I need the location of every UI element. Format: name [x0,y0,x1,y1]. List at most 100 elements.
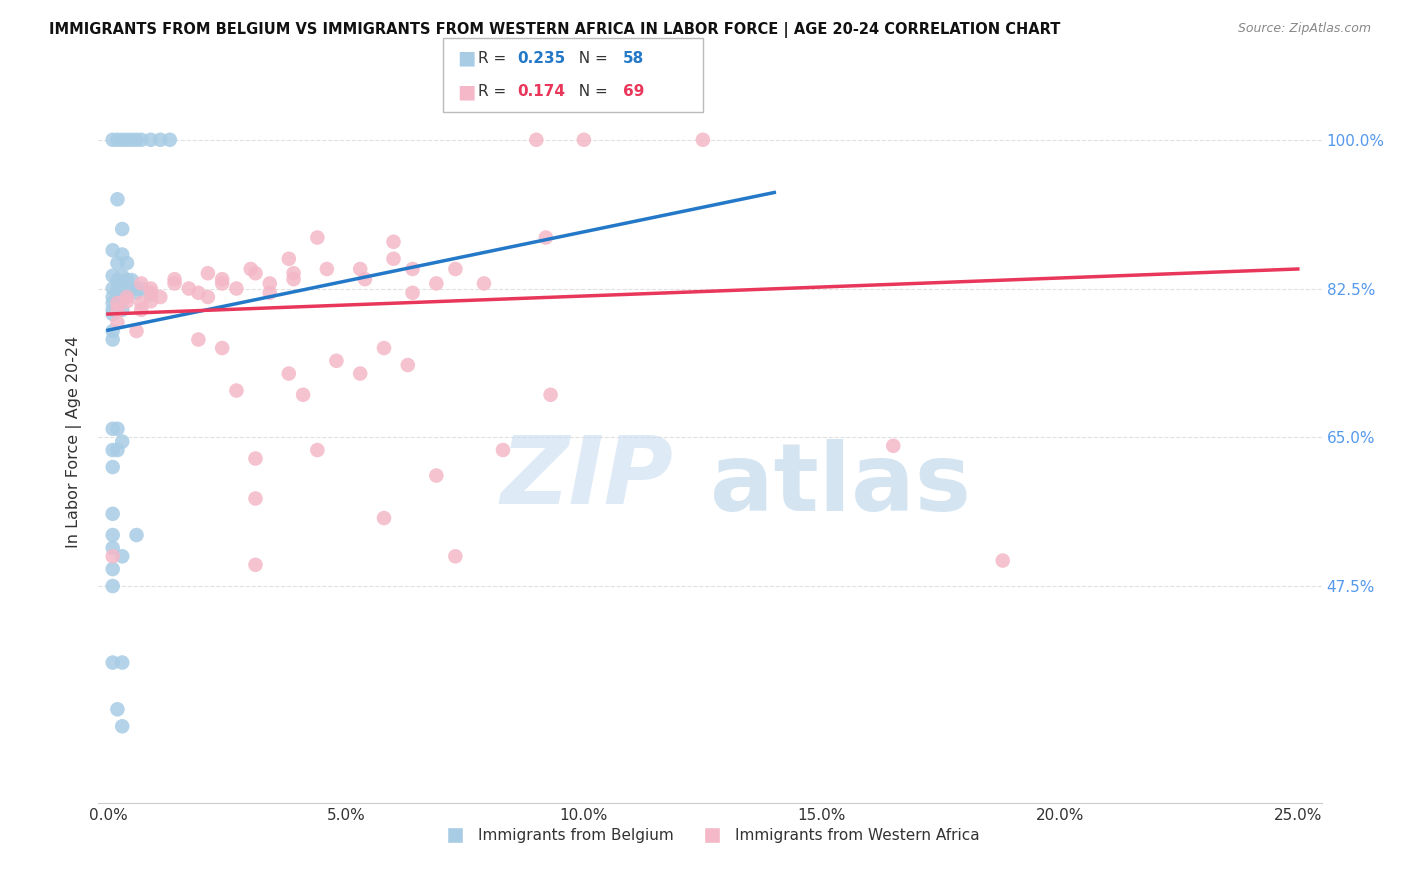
Point [245,491,267,506]
Point [107,302,129,317]
Text: 0.174: 0.174 [517,84,565,99]
Point [197,290,219,304]
Point [259,277,281,291]
Point [245,558,267,572]
Point [107,316,129,330]
Point [107,422,129,436]
Text: 58: 58 [623,51,644,66]
Point [129,281,152,295]
Point [401,285,423,300]
Point [101,296,124,310]
Point [163,272,186,286]
Point [111,281,134,295]
Point [396,358,419,372]
Point [349,262,371,277]
Point [101,541,124,555]
Point [382,252,405,266]
Point [225,384,247,398]
Point [277,367,299,381]
Point [115,273,138,287]
Point [101,133,124,147]
Point [101,460,124,475]
Text: R =: R = [478,84,512,99]
Point [115,256,138,270]
Point [101,268,124,283]
Point [354,272,377,286]
Point [125,528,148,542]
Point [187,285,209,300]
Point [211,277,233,291]
Point [373,341,395,355]
Point [101,507,124,521]
Point [139,281,162,295]
Point [121,133,143,147]
Point [111,290,134,304]
Point [111,656,134,670]
Text: R =: R = [478,51,512,66]
Point [692,133,714,147]
Point [125,133,148,147]
Point [401,262,423,277]
Point [540,388,562,402]
Text: atlas: atlas [710,439,972,531]
Point [382,235,405,249]
Point [129,133,152,147]
Point [107,256,129,270]
Point [211,341,233,355]
Point [101,324,124,338]
Point [259,285,281,300]
Point [239,262,262,277]
Point [101,244,124,258]
Text: Source: ZipAtlas.com: Source: ZipAtlas.com [1237,22,1371,36]
Point [139,285,162,300]
Point [115,294,138,309]
Point [101,307,124,321]
Point [101,302,124,317]
Point [882,439,904,453]
Point [425,277,447,291]
Text: N =: N = [569,51,613,66]
Point [534,230,557,244]
Text: ZIP: ZIP [501,432,673,524]
Point [349,367,371,381]
Point [107,443,129,458]
Text: IMMIGRANTS FROM BELGIUM VS IMMIGRANTS FROM WESTERN AFRICA IN LABOR FORCE | AGE 2: IMMIGRANTS FROM BELGIUM VS IMMIGRANTS FR… [49,22,1060,38]
Point [149,290,172,304]
Point [129,296,152,310]
Point [107,296,129,310]
Point [277,252,299,266]
Point [177,281,200,295]
Point [121,273,143,287]
Point [163,277,186,291]
Point [187,333,209,347]
Point [991,553,1014,567]
Point [111,222,134,236]
Point [111,434,134,449]
Point [107,702,129,716]
Point [139,294,162,309]
Point [107,302,129,317]
Point [101,562,124,576]
Point [101,333,124,347]
Point [101,422,124,436]
Point [101,290,124,304]
Text: 0.235: 0.235 [517,51,565,66]
Point [125,281,148,295]
Point [225,281,247,295]
Point [107,290,129,304]
Point [292,388,315,402]
Point [307,230,329,244]
Text: 69: 69 [623,84,644,99]
Point [129,302,152,317]
Point [325,353,347,368]
Point [111,302,134,317]
Point [315,262,337,277]
Text: N =: N = [569,84,613,99]
Point [115,290,138,304]
Legend: Immigrants from Belgium, Immigrants from Western Africa: Immigrants from Belgium, Immigrants from… [434,822,986,849]
Point [245,266,267,280]
Point [139,133,162,147]
Point [101,579,124,593]
Point [129,277,152,291]
Point [283,266,305,280]
